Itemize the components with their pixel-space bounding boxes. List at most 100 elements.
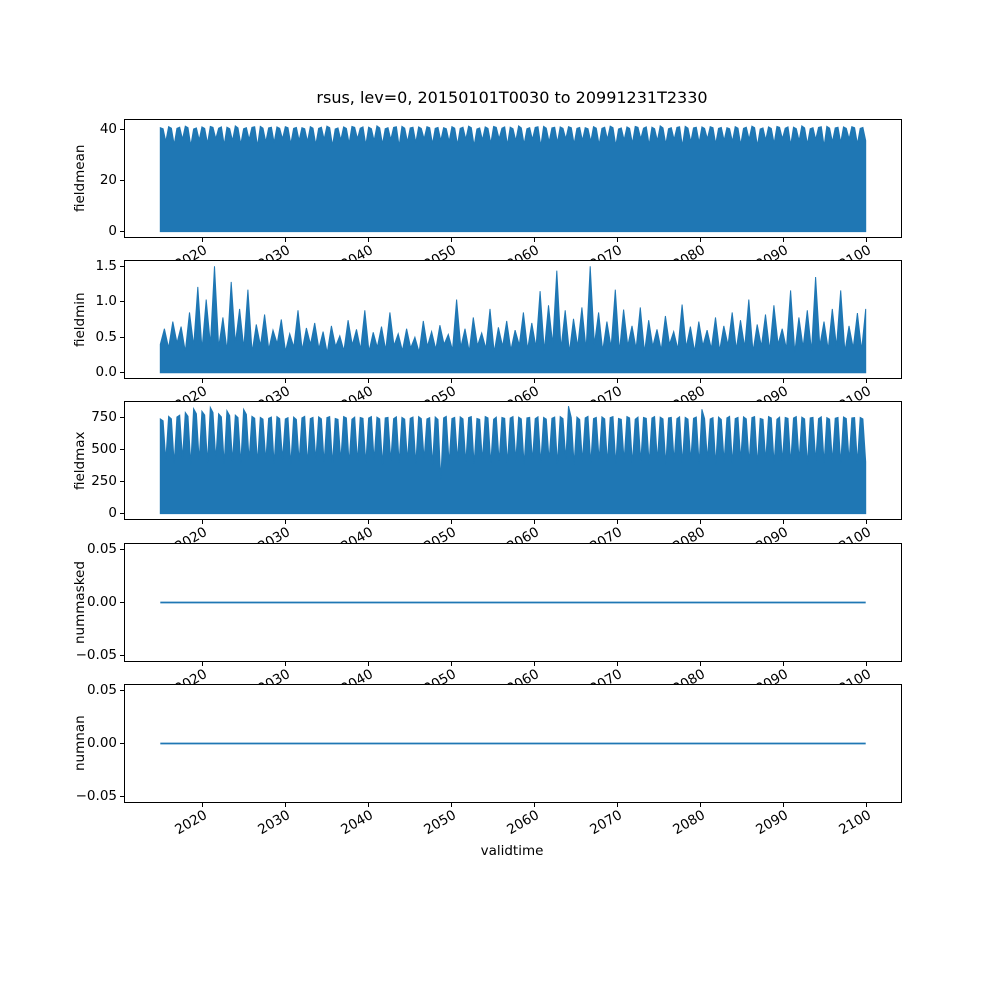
x-tick-label: 2060 <box>503 807 542 839</box>
x-tick-mark <box>616 379 618 383</box>
data-series-fieldmax <box>159 405 867 515</box>
x-tick-label: 2030 <box>255 807 293 839</box>
y-tick-mark <box>120 128 124 130</box>
y-tick-label: 750 <box>91 409 117 426</box>
y-tick-mark <box>120 231 124 233</box>
x-tick-label: 2080 <box>669 807 708 839</box>
x-tick-mark <box>450 803 452 807</box>
x-tick-label: 2070 <box>586 807 625 839</box>
y-tick-label: 40 <box>99 120 117 137</box>
y-tick-label: 500 <box>91 441 117 458</box>
x-tick-mark <box>367 238 369 242</box>
x-tick-mark <box>367 662 369 666</box>
y-tick-mark <box>120 417 124 419</box>
x-tick-mark <box>616 520 618 524</box>
y-tick-mark <box>120 301 124 303</box>
x-tick-mark <box>201 662 203 666</box>
x-tick-mark <box>782 662 784 666</box>
data-series-fieldmin <box>159 266 867 374</box>
y-tick-mark <box>120 449 124 451</box>
x-tick-mark <box>450 238 452 242</box>
x-tick-label: 2100 <box>835 807 874 839</box>
x-tick-mark <box>533 803 535 807</box>
x-tick-mark <box>865 379 867 383</box>
x-tick-mark <box>367 520 369 524</box>
subplot-fieldmean: fieldmean 0 20 40 2020 2030 2040 2050 2060 2070… <box>72 119 902 273</box>
x-tick-mark <box>367 379 369 383</box>
x-tick-mark <box>865 803 867 807</box>
x-tick-mark <box>201 238 203 242</box>
x-tick-mark <box>533 520 535 524</box>
y-tick-mark <box>120 796 124 798</box>
x-tick-mark <box>782 803 784 807</box>
y-tick-label: −0.05 <box>75 788 117 805</box>
x-tick-mark <box>284 803 286 807</box>
data-series-fieldmean <box>159 125 867 233</box>
x-tick-mark <box>865 662 867 666</box>
subplot-fieldmax: fieldmax 0 250 500 750 2020 2030 2040 2050 2060… <box>72 401 902 555</box>
x-tick-mark <box>865 520 867 524</box>
x-tick-label: 2020 <box>172 807 210 839</box>
y-tick-mark <box>120 655 124 657</box>
x-tick-mark <box>782 379 784 383</box>
y-tick-label: 1.5 <box>95 257 117 274</box>
plot-area-fieldmax <box>159 405 867 515</box>
x-tick-mark <box>450 520 452 524</box>
plot-area-numnan <box>160 742 866 745</box>
y-tick-label: 0.05 <box>86 540 117 557</box>
y-tick-label: 0.5 <box>95 328 117 345</box>
subplot-nummasked: nummasked 0.05 0.00 −0.05 2020 2030 2040 2050… <box>72 541 902 697</box>
y-tick-label: 250 <box>91 473 117 490</box>
y-tick-mark <box>120 513 124 515</box>
x-tick-mark <box>450 379 452 383</box>
x-tick-mark <box>533 238 535 242</box>
plot-area-fieldmin <box>159 266 867 374</box>
y-tick-mark <box>120 372 124 374</box>
subplot-fieldmin: fieldmin 0.0 0.5 1.0 1.5 2020 2030 2040 2050 20… <box>72 258 902 414</box>
x-tick-mark <box>699 662 701 666</box>
plot-area-fieldmean <box>159 125 867 233</box>
chart-title: rsus, lev=0, 20150101T0030 to 20991231T2… <box>316 88 708 107</box>
x-tick-mark <box>782 238 784 242</box>
x-tick-mark <box>865 238 867 242</box>
y-tick-label: −0.05 <box>75 647 117 664</box>
x-tick-mark <box>284 662 286 666</box>
y-tick-label: 0.00 <box>86 735 117 751</box>
x-tick-mark <box>533 379 535 383</box>
x-tick-mark <box>284 520 286 524</box>
y-tick-label: 0 <box>108 223 117 240</box>
x-tick-mark <box>201 520 203 524</box>
y-tick-label: 0 <box>108 505 117 522</box>
x-tick-mark <box>699 238 701 242</box>
y-axis-label-fieldmin: fieldmin <box>72 292 88 347</box>
x-tick-label: 2090 <box>752 807 791 839</box>
y-tick-label: 20 <box>99 171 117 188</box>
x-tick-mark <box>616 238 618 242</box>
y-tick-mark <box>120 548 124 550</box>
y-tick-mark <box>120 265 124 267</box>
x-tick-mark <box>616 662 618 666</box>
x-tick-mark <box>782 520 784 524</box>
y-tick-label: 0.00 <box>86 594 117 610</box>
y-tick-mark <box>120 481 124 483</box>
y-tick-mark <box>120 179 124 181</box>
subplot-numnan: numnan 0.05 0.00 −0.05 2020 2030 2040 2050 206… <box>72 682 902 838</box>
x-axis-label: validtime <box>480 843 544 859</box>
x-tick-mark <box>616 803 618 807</box>
x-tick-mark <box>699 520 701 524</box>
y-tick-mark <box>120 689 124 691</box>
y-tick-label: 1.0 <box>95 293 117 310</box>
y-tick-mark <box>120 602 124 603</box>
x-tick-mark <box>699 379 701 383</box>
x-tick-label: 2050 <box>421 807 459 839</box>
y-tick-label: 0.05 <box>86 681 117 698</box>
plot-area-nummasked <box>160 601 866 604</box>
x-tick-mark <box>450 662 452 666</box>
x-tick-mark <box>533 662 535 666</box>
x-tick-mark <box>201 803 203 807</box>
x-tick-mark <box>284 379 286 383</box>
x-tick-mark <box>367 803 369 807</box>
x-tick-label: 2040 <box>338 807 376 839</box>
x-tick-mark <box>699 803 701 807</box>
